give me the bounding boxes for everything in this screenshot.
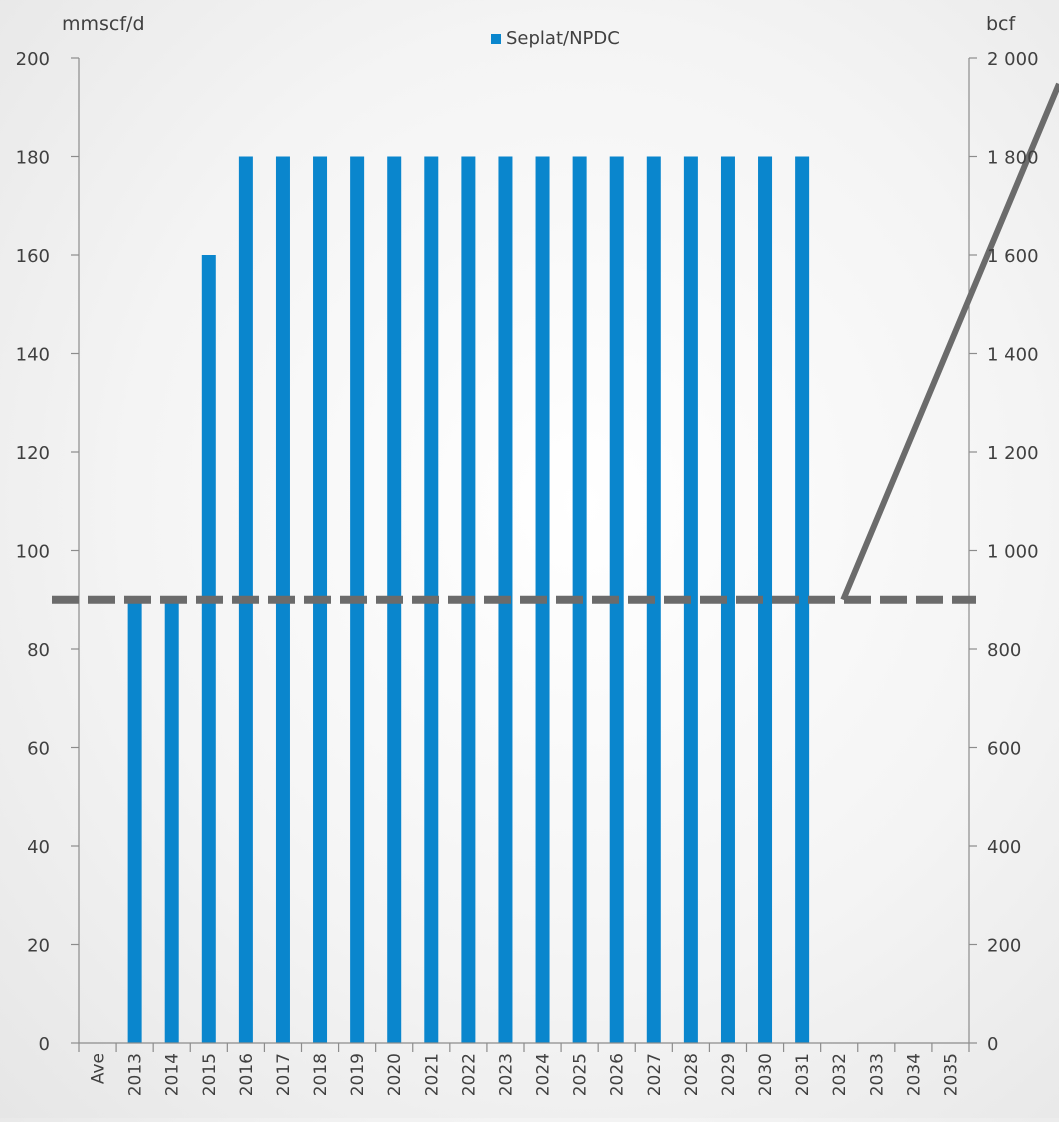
x-label-2035: 2035 <box>941 1053 961 1096</box>
right-tick-label-0: 0 <box>987 1034 998 1055</box>
legend-swatch <box>491 34 501 44</box>
left-axis-unit: mmscf/d <box>62 13 145 35</box>
right-tick-label-5: 1 000 <box>987 542 1039 563</box>
bar-2013 <box>127 599 142 1043</box>
x-label-2019: 2019 <box>348 1053 368 1096</box>
left-tick-label-40: 40 <box>27 837 50 858</box>
cumulative-line <box>840 82 1059 601</box>
right-tick-label-3: 600 <box>987 739 1021 760</box>
bar-2030 <box>758 156 773 1043</box>
x-label-2024: 2024 <box>534 1053 554 1096</box>
bar-2014 <box>164 599 179 1043</box>
left-tick-label-80: 80 <box>27 640 50 661</box>
right-tick-label-1: 200 <box>987 936 1021 957</box>
left-tick-label-200: 200 <box>16 49 50 70</box>
labels-layer: 0 20 40 60 80 100 120 140 160 180 200 0 200 400 600 800… <box>16 13 1039 1096</box>
right-tick-label-7: 1 400 <box>987 345 1039 366</box>
x-label-2028: 2028 <box>682 1053 702 1096</box>
x-label-2027: 2027 <box>645 1053 665 1096</box>
right-axis-unit: bcf <box>986 13 1017 35</box>
x-label-2013: 2013 <box>126 1053 146 1096</box>
left-tick-label-180: 180 <box>16 148 50 169</box>
x-label-2022: 2022 <box>459 1053 479 1096</box>
x-label-2026: 2026 <box>608 1053 628 1096</box>
right-tick-label-6: 1 200 <box>987 443 1039 464</box>
x-label-Ave: Ave <box>89 1053 109 1084</box>
x-label-2033: 2033 <box>867 1053 887 1096</box>
lines-layer <box>52 82 1059 604</box>
x-label-2031: 2031 <box>793 1053 813 1096</box>
right-tick-label-2: 400 <box>987 837 1021 858</box>
left-tick-label-140: 140 <box>16 345 50 366</box>
right-tick-label-8: 1 600 <box>987 246 1039 267</box>
left-tick-label-160: 160 <box>16 246 50 267</box>
right-tick-label-10: 2 000 <box>987 49 1039 70</box>
x-label-2020: 2020 <box>385 1053 405 1096</box>
x-label-2016: 2016 <box>237 1053 257 1096</box>
left-tick-label-120: 120 <box>16 443 50 464</box>
left-tick-label-60: 60 <box>27 739 50 760</box>
x-label-2025: 2025 <box>571 1053 591 1096</box>
x-label-2018: 2018 <box>311 1053 331 1096</box>
x-label-2030: 2030 <box>756 1053 776 1096</box>
x-label-2029: 2029 <box>719 1053 739 1096</box>
left-tick-label-20: 20 <box>27 936 50 957</box>
legend-label: Seplat/NPDC <box>506 28 620 49</box>
left-tick-label-100: 100 <box>16 542 50 563</box>
x-label-2032: 2032 <box>830 1053 850 1096</box>
bar-2015 <box>201 255 216 1043</box>
right-tick-label-4: 800 <box>987 640 1021 661</box>
x-label-2014: 2014 <box>163 1053 183 1096</box>
bar-2029 <box>720 156 735 1043</box>
bar-2031 <box>795 156 810 1043</box>
right-tick-label-9: 1 800 <box>987 148 1039 169</box>
x-label-2017: 2017 <box>274 1053 294 1096</box>
axes-layer <box>71 57 977 1052</box>
left-tick-label-0: 0 <box>39 1034 50 1055</box>
x-label-2034: 2034 <box>904 1053 924 1096</box>
x-label-2023: 2023 <box>496 1053 516 1096</box>
x-label-2015: 2015 <box>200 1053 220 1096</box>
x-label-2021: 2021 <box>422 1053 442 1096</box>
